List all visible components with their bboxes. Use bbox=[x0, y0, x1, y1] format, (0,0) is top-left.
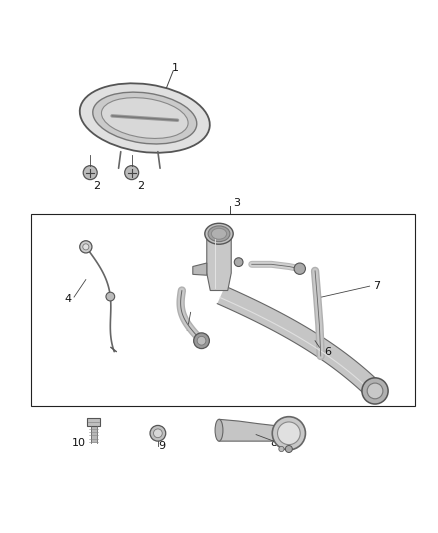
Circle shape bbox=[272, 417, 305, 450]
Circle shape bbox=[286, 446, 292, 453]
Text: 6: 6 bbox=[325, 346, 332, 357]
Ellipse shape bbox=[80, 83, 210, 153]
Circle shape bbox=[106, 292, 115, 301]
Circle shape bbox=[80, 241, 92, 253]
Text: 2: 2 bbox=[93, 181, 100, 191]
Circle shape bbox=[278, 422, 300, 445]
Circle shape bbox=[153, 429, 162, 438]
Circle shape bbox=[197, 336, 206, 345]
Circle shape bbox=[83, 244, 89, 250]
Polygon shape bbox=[219, 419, 274, 441]
Ellipse shape bbox=[93, 92, 197, 144]
Text: 1: 1 bbox=[172, 63, 179, 73]
Ellipse shape bbox=[212, 228, 226, 239]
Ellipse shape bbox=[208, 226, 230, 241]
Text: 7: 7 bbox=[373, 281, 380, 291]
Ellipse shape bbox=[205, 223, 233, 244]
Circle shape bbox=[194, 333, 209, 349]
Bar bbox=[31, 214, 416, 406]
Circle shape bbox=[279, 446, 284, 451]
Polygon shape bbox=[217, 286, 381, 398]
Text: 2: 2 bbox=[137, 181, 144, 191]
Text: 8: 8 bbox=[270, 438, 277, 448]
Polygon shape bbox=[207, 234, 231, 290]
Circle shape bbox=[367, 383, 383, 399]
Text: 3: 3 bbox=[233, 198, 240, 208]
Bar bbox=[87, 418, 100, 426]
Polygon shape bbox=[193, 263, 207, 275]
Text: 10: 10 bbox=[72, 438, 86, 448]
Circle shape bbox=[294, 263, 305, 274]
Text: 9: 9 bbox=[159, 441, 166, 451]
Circle shape bbox=[150, 425, 166, 441]
Ellipse shape bbox=[215, 419, 223, 441]
Circle shape bbox=[234, 258, 243, 266]
Circle shape bbox=[362, 378, 388, 404]
Ellipse shape bbox=[102, 98, 188, 139]
Circle shape bbox=[125, 166, 139, 180]
Text: 5: 5 bbox=[185, 322, 192, 333]
Circle shape bbox=[83, 166, 97, 180]
Text: 4: 4 bbox=[65, 294, 72, 304]
